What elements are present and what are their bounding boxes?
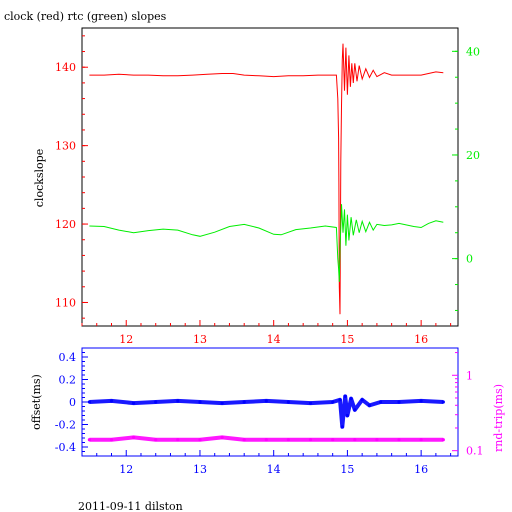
offset-right-axis: 0.11: [452, 352, 484, 458]
offset-series-point: [441, 438, 445, 442]
offset-left-tick-label: -0.4: [55, 441, 76, 454]
offset-series-point: [308, 438, 313, 442]
offset-series-point: [360, 398, 364, 402]
slopes-x-tick-label: 12: [119, 333, 133, 346]
slopes-right-axis: 0 20 40: [452, 45, 480, 311]
offset-series-point: [109, 399, 114, 403]
offset-series-point: [220, 401, 224, 405]
offset-series-point: [132, 401, 136, 405]
offset-x-tick-label: 13: [193, 463, 207, 476]
slopes-series-line-0: [89, 43, 444, 315]
slopes-right-tick-label: 40: [466, 45, 480, 58]
offset-series-point: [154, 438, 158, 442]
slopes-x-tick-label: 15: [340, 333, 354, 346]
offset-right-tick-label: 1: [466, 369, 473, 382]
offset-x-axis: 12 13 14 15 16: [81, 450, 452, 476]
offset-x-tick-label: 16: [414, 463, 428, 476]
offset-series-point: [441, 400, 445, 404]
slopes-left-tick-label: 130: [55, 140, 76, 153]
offset-series-point: [176, 399, 180, 403]
slopes-x-tick-label: 16: [414, 333, 428, 346]
offset-series-point: [242, 438, 246, 442]
offset-series-point: [419, 438, 423, 442]
slopes-x-tick-label: 13: [193, 333, 207, 346]
offset-y-axis-label: offset(ms): [30, 374, 43, 430]
offset-series-point: [397, 438, 401, 442]
offset-left-axis: -0.4 -0.2 0 0.2 0.4: [55, 347, 88, 454]
offset-left-tick-label: 0.4: [59, 351, 77, 364]
offset-right-tick-label: 0.1: [466, 445, 484, 458]
slopes-left-tick-label: 120: [55, 218, 76, 231]
offset-x-tick-label: 12: [119, 463, 133, 476]
slopes-right-tick-label: 20: [466, 149, 480, 162]
offset-series-point: [264, 438, 268, 442]
offset-series-band-0: [89, 394, 444, 429]
offset-series-point: [132, 435, 136, 439]
offset-series-point: [353, 438, 357, 442]
offset-series-point: [331, 438, 335, 442]
offset-series-point: [286, 400, 290, 404]
offset-series-point: [331, 400, 335, 404]
slopes-x-axis: 12 13 14 15 16: [81, 320, 452, 346]
offset-series-point: [242, 400, 246, 404]
slopes-right-tick-label: 0: [466, 253, 473, 266]
offset-left-tick-label: 0: [69, 396, 76, 409]
chart-title: clock (red) rtc (green) slopes: [4, 10, 167, 23]
slopes-y-axis-label: clockslope: [33, 149, 46, 207]
offset-series-point: [198, 400, 202, 404]
offset-x-tick-label: 14: [267, 463, 281, 476]
offset-series: [87, 394, 445, 442]
offset-series-point: [397, 400, 401, 404]
offset-series-point: [198, 438, 202, 442]
slopes-plot-frame: [81, 27, 459, 327]
offset-series-point: [353, 408, 357, 412]
offset-series-point: [154, 400, 158, 404]
offset-series-point: [349, 397, 353, 401]
offset-series-point: [87, 438, 91, 442]
offset-series-point: [109, 438, 114, 442]
slopes-series-line-1: [89, 204, 444, 282]
offset-series-point: [220, 435, 224, 439]
offset-left-tick-label: -0.2: [55, 419, 76, 432]
slopes-series: [89, 43, 444, 315]
offset-series-point: [286, 438, 290, 442]
slopes-left-tick-label: 140: [55, 61, 76, 74]
offset-x-tick-label: 15: [340, 463, 354, 476]
roundtrip-y-axis-label: rnd-trip(ms): [492, 384, 505, 452]
offset-series-point: [345, 413, 349, 418]
offset-series-point: [338, 398, 342, 402]
offset-series-point: [379, 400, 383, 404]
offset-series-point: [264, 399, 268, 403]
slopes-left-axis: 110 120 130 140: [55, 35, 88, 319]
slopes-x-tick-label: 14: [267, 333, 281, 346]
offset-series-point: [343, 394, 347, 398]
offset-series-point: [419, 399, 423, 403]
footer-label: 2011-09-11 dilston: [78, 500, 183, 512]
slopes-panel: 12 13 14 15 16 110 120 130 140 0 20 40 clockslope: [33, 27, 480, 346]
offset-series-point: [340, 425, 344, 429]
slopes-left-tick-label: 110: [55, 296, 76, 309]
offset-series-point: [87, 400, 91, 404]
offset-series-point: [308, 401, 313, 405]
offset-series-point: [367, 403, 372, 407]
offset-panel: 12 13 14 15 16 -0.4-0.200.20.4 0.11 offset(m…: [30, 347, 505, 476]
offset-series-point: [375, 438, 379, 442]
offset-series-point: [176, 438, 180, 442]
offset-left-tick-label: 0.2: [59, 374, 77, 387]
